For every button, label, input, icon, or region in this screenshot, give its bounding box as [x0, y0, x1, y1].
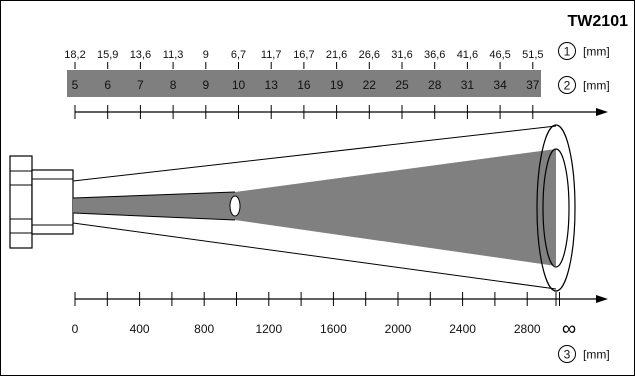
- scale-1-label: 21,6: [326, 49, 347, 61]
- scale-3-label: 2000: [385, 322, 412, 336]
- spot-ellipse-outer: [536, 124, 576, 292]
- field-of-view-lower: [72, 222, 557, 290]
- spot-ellipse-inner: [542, 148, 570, 268]
- sensor-hex-nut: [9, 155, 33, 249]
- key-2-unit: [mm]: [583, 79, 610, 93]
- top-axis-arrowhead: [596, 108, 608, 116]
- scale-2-label: 31: [461, 78, 475, 92]
- beam-cone: [73, 149, 556, 266]
- scale-2-label: 34: [493, 78, 507, 92]
- top-axis-ticks: [74, 105, 534, 119]
- scale-3-label: 1200: [255, 322, 282, 336]
- scale-3-label: 400: [130, 322, 150, 336]
- beam-edge: [72, 212, 236, 221]
- field-of-view-upper: [72, 125, 557, 182]
- scale-2-label: 10: [232, 78, 246, 92]
- key-3-circle: [558, 345, 576, 363]
- key-1-unit: [mm]: [583, 45, 610, 59]
- bottom-axis-arrowhead: [596, 295, 608, 303]
- key-2-circle: [558, 76, 576, 94]
- key-1-circle: [558, 42, 576, 60]
- scale-1-label: 31,6: [391, 49, 412, 61]
- scale-2-label: 9: [202, 78, 209, 92]
- scale-2-label: 5: [72, 78, 79, 92]
- scale-2-label: 19: [330, 78, 344, 92]
- scale-2-label: 22: [363, 78, 377, 92]
- scale-3-labels: 0 400 800 1200 1600 2000 2400 2800: [72, 322, 541, 336]
- scale-2-labels: 5 6 7 8 9 10 13 16 19 22 25 28 31 34 37: [72, 78, 540, 92]
- scale-2-label: 16: [297, 78, 311, 92]
- spot-size-band: [67, 70, 541, 97]
- beam-geometry: [72, 124, 576, 292]
- scale-2-label: 25: [395, 78, 409, 92]
- key-2-number: 2: [564, 79, 571, 93]
- scale-1-label: 18,2: [64, 49, 85, 61]
- scale-1-label: 15,9: [97, 49, 118, 61]
- scale-2-label: 8: [170, 78, 177, 92]
- scale-1-label: 6,7: [231, 49, 246, 61]
- scale-3-label: 1600: [320, 322, 347, 336]
- scale-2-label: 37: [526, 78, 540, 92]
- sensor-housing: [31, 169, 74, 235]
- infinity-symbol: ∞: [562, 318, 576, 340]
- scale-1-labels: 18,2 15,9 13,6 11,3 9 6,7 11,7 16,7 21,6 26,6 31,6…: [64, 49, 543, 61]
- scale-3-label: 2800: [514, 322, 541, 336]
- scale-1-ticks: [74, 62, 534, 69]
- bottom-axis: 0 400 800 1200 1600 2000 2400 2800 ∞: [72, 292, 608, 340]
- key-2: 2 [mm]: [558, 76, 610, 94]
- scale-1-label: 51,5: [522, 49, 543, 61]
- key-3-unit: [mm]: [583, 348, 610, 362]
- scale-1-label: 26,6: [359, 49, 380, 61]
- scale-2-label: 6: [104, 78, 111, 92]
- scale-1-label: 13,6: [130, 49, 151, 61]
- scale-3-label: 2400: [449, 322, 476, 336]
- scale-3-label: 0: [72, 322, 79, 336]
- scale-2-label: 28: [428, 78, 442, 92]
- scale-1-label: 11,3: [163, 49, 184, 61]
- key-1-number: 1: [564, 45, 571, 59]
- beam-edge: [72, 191, 236, 199]
- key-1: 1 [mm]: [558, 42, 610, 60]
- scale-1-label: 11,7: [261, 49, 282, 61]
- key-3: 3 [mm]: [558, 345, 610, 363]
- scale-1-label: 16,7: [293, 49, 314, 61]
- sensor-body: [9, 155, 74, 249]
- focal-point-ellipse: [229, 195, 241, 217]
- key-3-number: 3: [564, 348, 571, 362]
- scale-1-label: 9: [203, 49, 209, 61]
- scale-1-label: 41,6: [457, 49, 478, 61]
- scale-2-label: 7: [137, 78, 144, 92]
- scale-1-label: 46,5: [489, 49, 510, 61]
- top-axis: [74, 105, 608, 119]
- model-title: TW2101: [568, 13, 629, 30]
- scale-1-label: 36,6: [424, 49, 445, 61]
- scale-2-label: 13: [265, 78, 279, 92]
- bottom-axis-ticks: [74, 292, 560, 306]
- scale-3-label: 800: [194, 322, 214, 336]
